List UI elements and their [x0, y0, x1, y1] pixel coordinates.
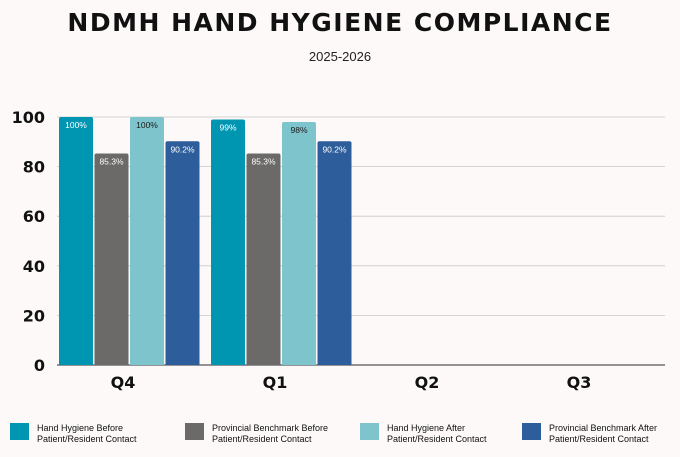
legend-item-pb-after: Provincial Benchmark After Patient/Resid… — [522, 423, 657, 445]
legend-label-line1: Provincial Benchmark Before — [212, 423, 329, 433]
bar — [130, 117, 164, 365]
data-label: 100% — [65, 120, 87, 130]
data-label: 90.2% — [322, 144, 347, 154]
x-category-label: Q4 — [111, 373, 136, 392]
data-label: 99% — [219, 122, 236, 132]
chart-title: NDMH HAND HYGIENE COMPLIANCE — [67, 8, 613, 37]
y-tick-label: 40 — [23, 257, 45, 276]
bar — [211, 119, 245, 365]
legend-item-hh-after: Hand Hygiene After Patient/Resident Cont… — [360, 423, 487, 445]
legend-swatch-pb-before — [185, 423, 204, 440]
legend-swatch-hh-before — [10, 423, 29, 440]
data-label: 98% — [290, 125, 307, 135]
x-category-label: Q1 — [263, 373, 288, 392]
data-label: 100% — [136, 120, 158, 130]
x-category-label: Q2 — [415, 373, 440, 392]
legend-item-hh-before: Hand Hygiene Before Patient/Resident Con… — [10, 423, 137, 445]
chart-subtitle: 2025-2026 — [308, 49, 372, 64]
legend-label-line2: Patient/Resident Contact — [212, 434, 312, 444]
bar — [94, 153, 129, 365]
legend-item-pb-before: Provincial Benchmark Before Patient/Resi… — [185, 423, 328, 445]
y-tick-label: 80 — [23, 158, 45, 177]
legend-label-line2: Patient/Resident Contact — [37, 434, 137, 444]
bar — [59, 117, 93, 365]
legend-swatch-pb-after — [522, 423, 541, 440]
legend-label-line2: Patient/Resident Contact — [387, 434, 487, 444]
legend-label-line1: Hand Hygiene Before — [37, 423, 124, 433]
legend-label-line1: Hand Hygiene After — [387, 423, 466, 433]
x-category-label: Q3 — [567, 373, 592, 392]
bar — [246, 153, 281, 365]
bar — [317, 141, 352, 365]
bar — [165, 141, 200, 365]
bar — [282, 121, 316, 366]
y-tick-label: 100 — [12, 108, 45, 127]
legend-label-line1: Provincial Benchmark After — [549, 423, 658, 433]
y-tick-label: 60 — [23, 207, 45, 226]
legend-swatch-hh-after — [360, 423, 379, 440]
legend: Hand Hygiene Before Patient/Resident Con… — [0, 423, 680, 453]
data-label: 85.3% — [251, 156, 276, 166]
bar-chart: 0 20 40 60 80 100 100% 85.3% 100% 90.2% Q4 99% 85.3%… — [12, 108, 665, 392]
legend-label-line2: Patient/Resident Contact — [549, 434, 649, 444]
data-label: 90.2% — [170, 144, 195, 154]
y-tick-label: 20 — [23, 306, 45, 325]
data-label: 85.3% — [99, 156, 124, 166]
y-tick-label: 0 — [34, 356, 45, 375]
